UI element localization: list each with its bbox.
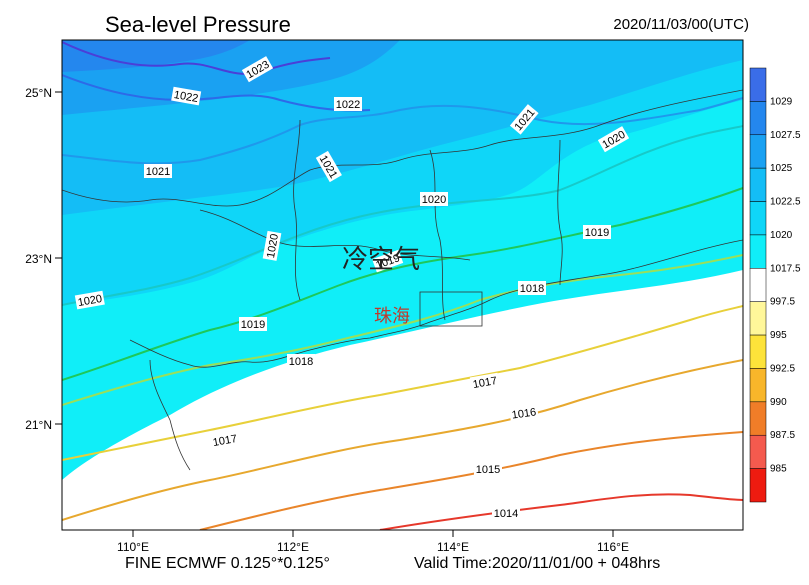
legend-label: 992.5 xyxy=(770,363,795,374)
legend-label: 1027.5 xyxy=(770,130,801,141)
forecast-datetime: 2020/11/03/00(UTC) xyxy=(613,16,749,33)
axis-ticks xyxy=(55,91,614,537)
model-info: FINE ECMWF 0.125°*0.125° xyxy=(125,555,330,572)
legend-swatch xyxy=(749,301,767,336)
contour-labels: 1023 1022 1022 1021 1021 1021 1020 1020 … xyxy=(74,56,630,520)
legend-label: 995 xyxy=(770,330,787,341)
legend-label: 1025 xyxy=(770,163,793,174)
legend-label: 1017.5 xyxy=(770,263,801,274)
legend-swatch xyxy=(749,468,767,503)
contour-label: 1022 xyxy=(173,89,199,105)
legend-swatch xyxy=(749,101,767,136)
legend-label: 1029 xyxy=(770,96,793,107)
legend-label: 990 xyxy=(770,397,787,408)
lon-label-110e: 110°E xyxy=(117,540,149,554)
contour-label: 1020 xyxy=(265,233,281,259)
contour-label: 1019 xyxy=(241,319,265,331)
cold-air-annotation: 冷空气 xyxy=(342,244,420,274)
contour-label: 1014 xyxy=(494,508,518,520)
contour-label: 1020 xyxy=(77,293,103,309)
legend-swatch xyxy=(749,401,767,436)
legend-labels: 1029 1027.5 1025 1022.5 1020 1017.5 997.5 995 99… xyxy=(770,96,801,474)
lat-label-25n: 25°N xyxy=(25,86,52,100)
lon-label-114e: 114°E xyxy=(437,540,469,554)
contour-label: 1017 xyxy=(472,375,498,391)
contour-label: 1019 xyxy=(585,227,609,239)
lat-label-23n: 23°N xyxy=(25,252,52,266)
lat-label-21n: 21°N xyxy=(25,418,52,432)
map-title: Sea-level Pressure xyxy=(105,12,291,37)
legend-swatch xyxy=(749,234,767,269)
legend-label: 985 xyxy=(770,464,787,475)
isobars xyxy=(62,41,743,530)
contour-label: 1015 xyxy=(476,464,500,476)
legend-label: 997.5 xyxy=(770,297,795,308)
legend-swatch xyxy=(749,134,767,169)
legend-colorbar xyxy=(749,67,767,503)
zhuhai-annotation: 珠海 xyxy=(374,306,410,326)
legend-swatch xyxy=(749,67,767,102)
contour-label: 1018 xyxy=(520,283,544,295)
boundaries xyxy=(62,89,743,471)
map-frame xyxy=(61,39,744,531)
legend-swatch xyxy=(749,201,767,236)
valid-time: Valid Time:2020/11/01/00 + 048hrs xyxy=(414,555,661,572)
contour-label: 1022 xyxy=(336,99,360,111)
legend-label: 1022.5 xyxy=(770,197,801,208)
contour-label: 1018 xyxy=(289,356,313,368)
contour-label: 1017 xyxy=(212,433,238,449)
legend-swatch xyxy=(749,334,767,369)
legend-label: 1020 xyxy=(770,230,793,241)
legend-swatch xyxy=(749,268,767,302)
legend-label: 987.5 xyxy=(770,430,795,441)
contour-label: 1021 xyxy=(146,166,170,178)
legend-swatch xyxy=(749,368,767,403)
lon-label-112e: 112°E xyxy=(277,540,309,554)
lon-label-116e: 116°E xyxy=(597,540,629,554)
contour-label: 1020 xyxy=(422,194,446,206)
contour-label: 1016 xyxy=(511,406,537,421)
legend-swatch xyxy=(749,434,767,469)
legend-swatch xyxy=(749,167,767,202)
